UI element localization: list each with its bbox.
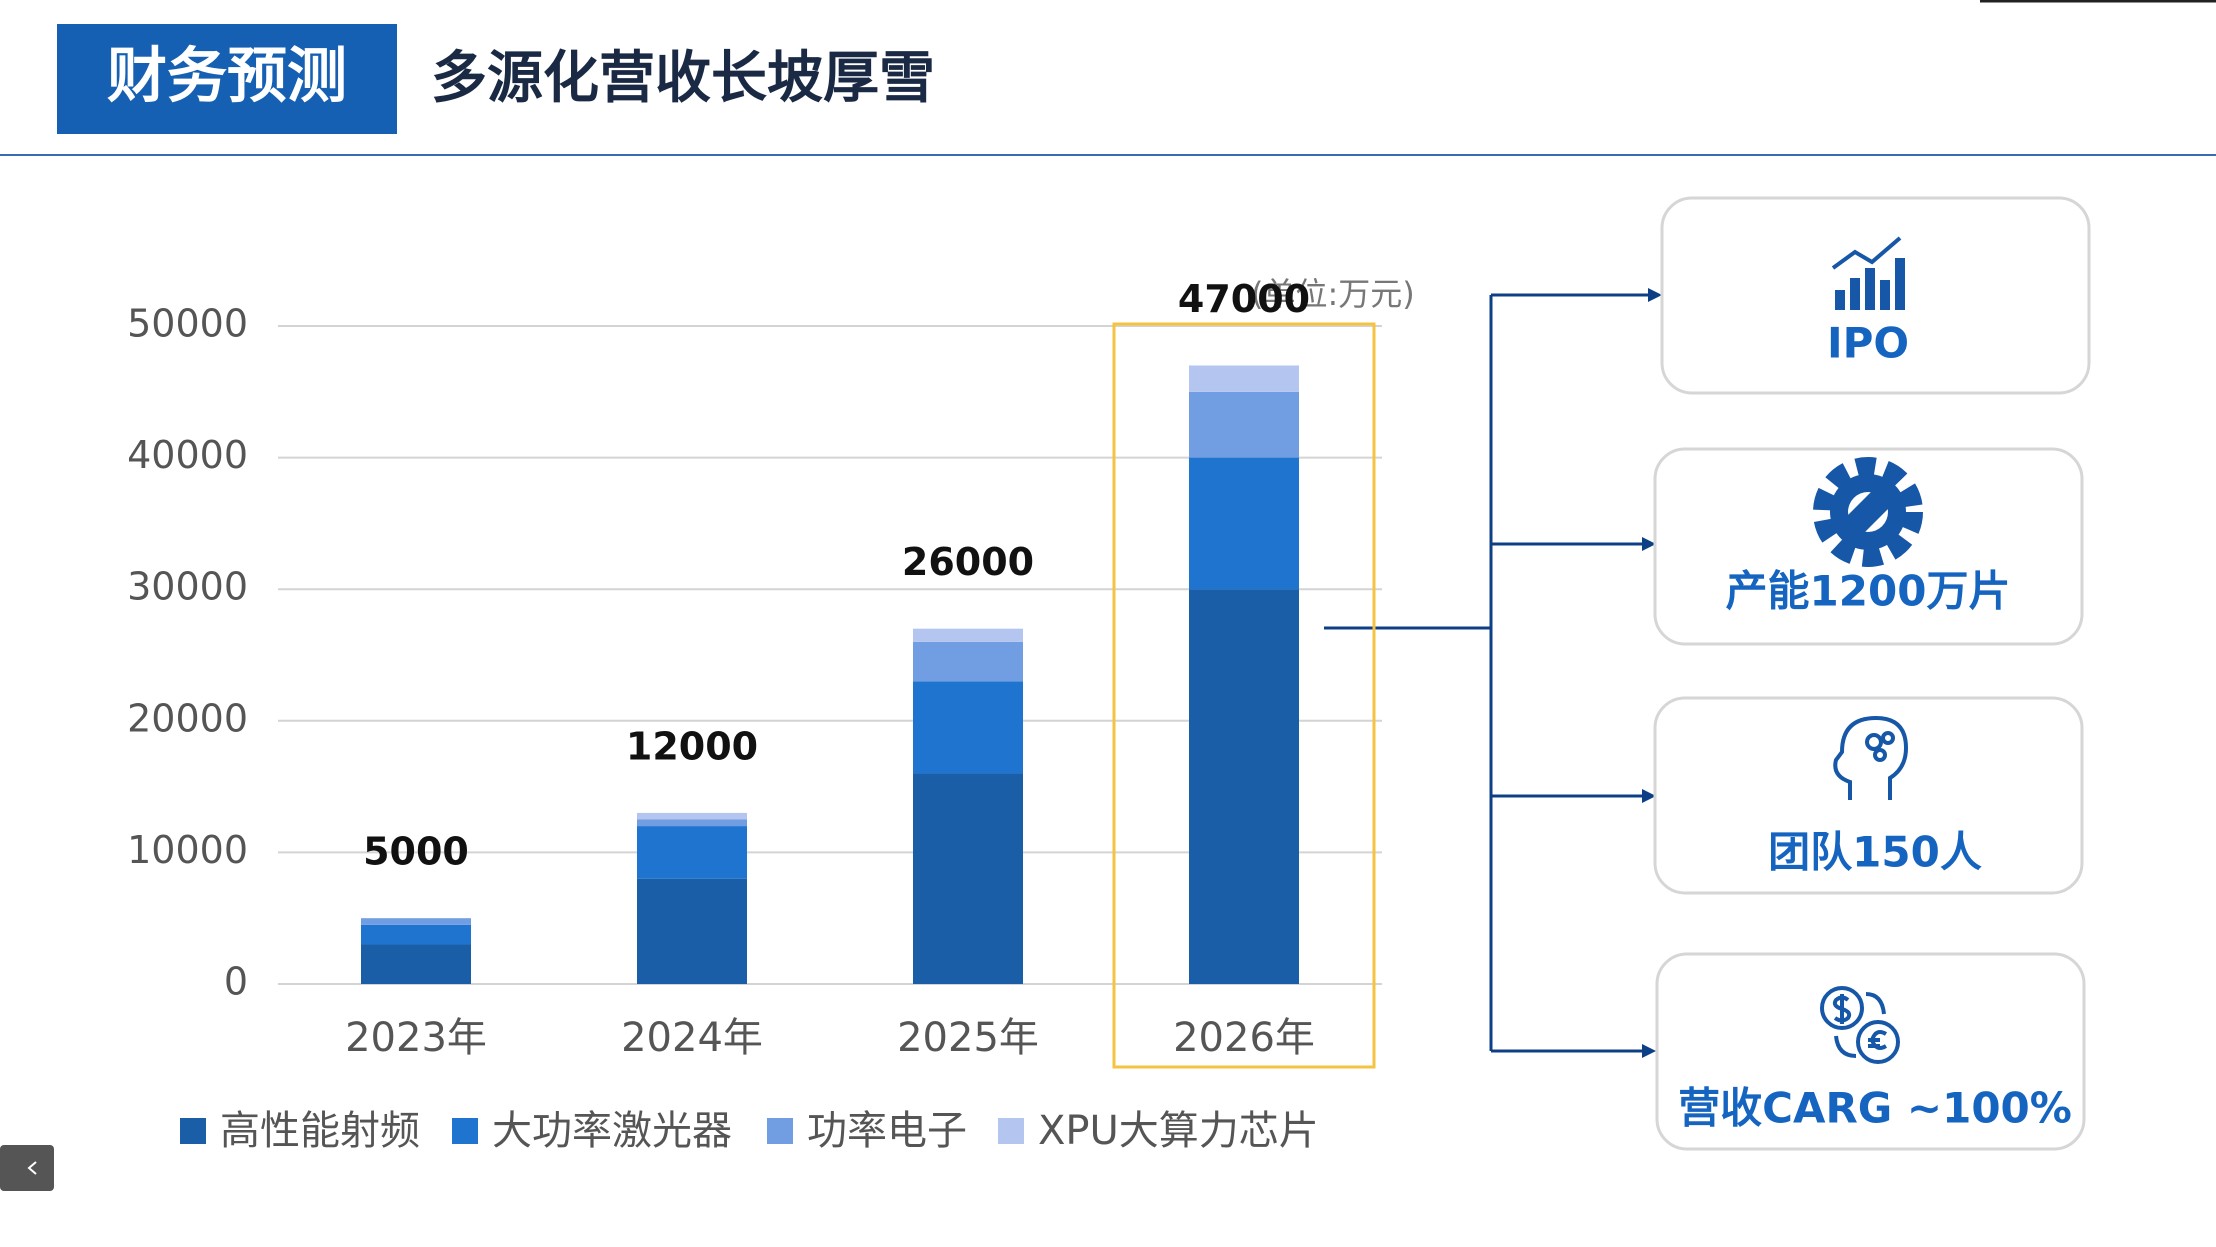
card-labels: IPO 产能1200万片 团队150人 营收CARG ~100% [1678,319,2072,1133]
total-label: 47000 [1178,277,1310,321]
bar-segment [637,878,747,984]
bar-segment [913,681,1023,774]
legend-swatch [767,1118,793,1144]
bar-segment [913,628,1023,642]
unit-note: (单位:万元) [1251,275,1415,313]
card-label: 产能1200万片 [1726,567,2011,616]
legend-swatch [998,1118,1024,1144]
bar-segment [361,918,471,925]
y-tick-label: 50000 [127,302,248,346]
x-tick-label: 2024年 [621,1015,763,1061]
bar-segment [361,944,471,984]
y-tick-label: 40000 [127,433,248,477]
bar-segment [1189,457,1299,590]
bar-segment [913,641,1023,682]
y-tick-label: 0 [224,960,248,1004]
bar-segment [1189,365,1299,392]
bar-segment [637,826,747,879]
tag: 财务预测 [107,42,347,112]
icon-ipo [1831,236,1905,310]
arrowheads [1642,288,1662,1058]
legend-label: 高性能射频 [220,1108,420,1154]
legend-label: XPU大算力芯片 [1038,1108,1319,1154]
bar-segment [1189,391,1299,458]
x-tick-label: 2026年 [1173,1015,1315,1061]
x-tick-label: 2023年 [345,1015,487,1061]
bar-segment [1189,589,1299,984]
legend-swatch [452,1118,478,1144]
slide-title: 多源化营收长坡厚雪 [431,46,935,111]
card-label: IPO [1827,319,1909,368]
bar-segment [637,812,747,820]
total-label: 5000 [363,830,469,874]
icon-currency [1820,986,1900,1064]
icon-gear [1813,457,1923,567]
nav-button[interactable] [0,1145,54,1191]
legend-label: 功率电子 [807,1108,967,1154]
x-tick-label: 2025年 [897,1015,1039,1061]
card-label: 营收CARG ~100% [1678,1084,2072,1133]
legend-swatch [180,1118,206,1144]
bar-segment [913,773,1023,984]
icon-head [1833,715,1909,800]
legend-label: 大功率激光器 [492,1108,732,1154]
connectors [1324,293,1650,1053]
y-tick-label: 20000 [127,696,248,740]
bar-segment [637,819,747,827]
total-label: 12000 [626,724,758,768]
highlight-box [1112,322,1376,1069]
bar-segment [361,924,471,945]
card-label: 团队150人 [1768,828,1982,877]
tag-box [57,24,397,134]
y-tick-label: 10000 [127,828,248,872]
y-tick-label: 30000 [127,565,248,609]
total-label: 26000 [902,540,1034,584]
